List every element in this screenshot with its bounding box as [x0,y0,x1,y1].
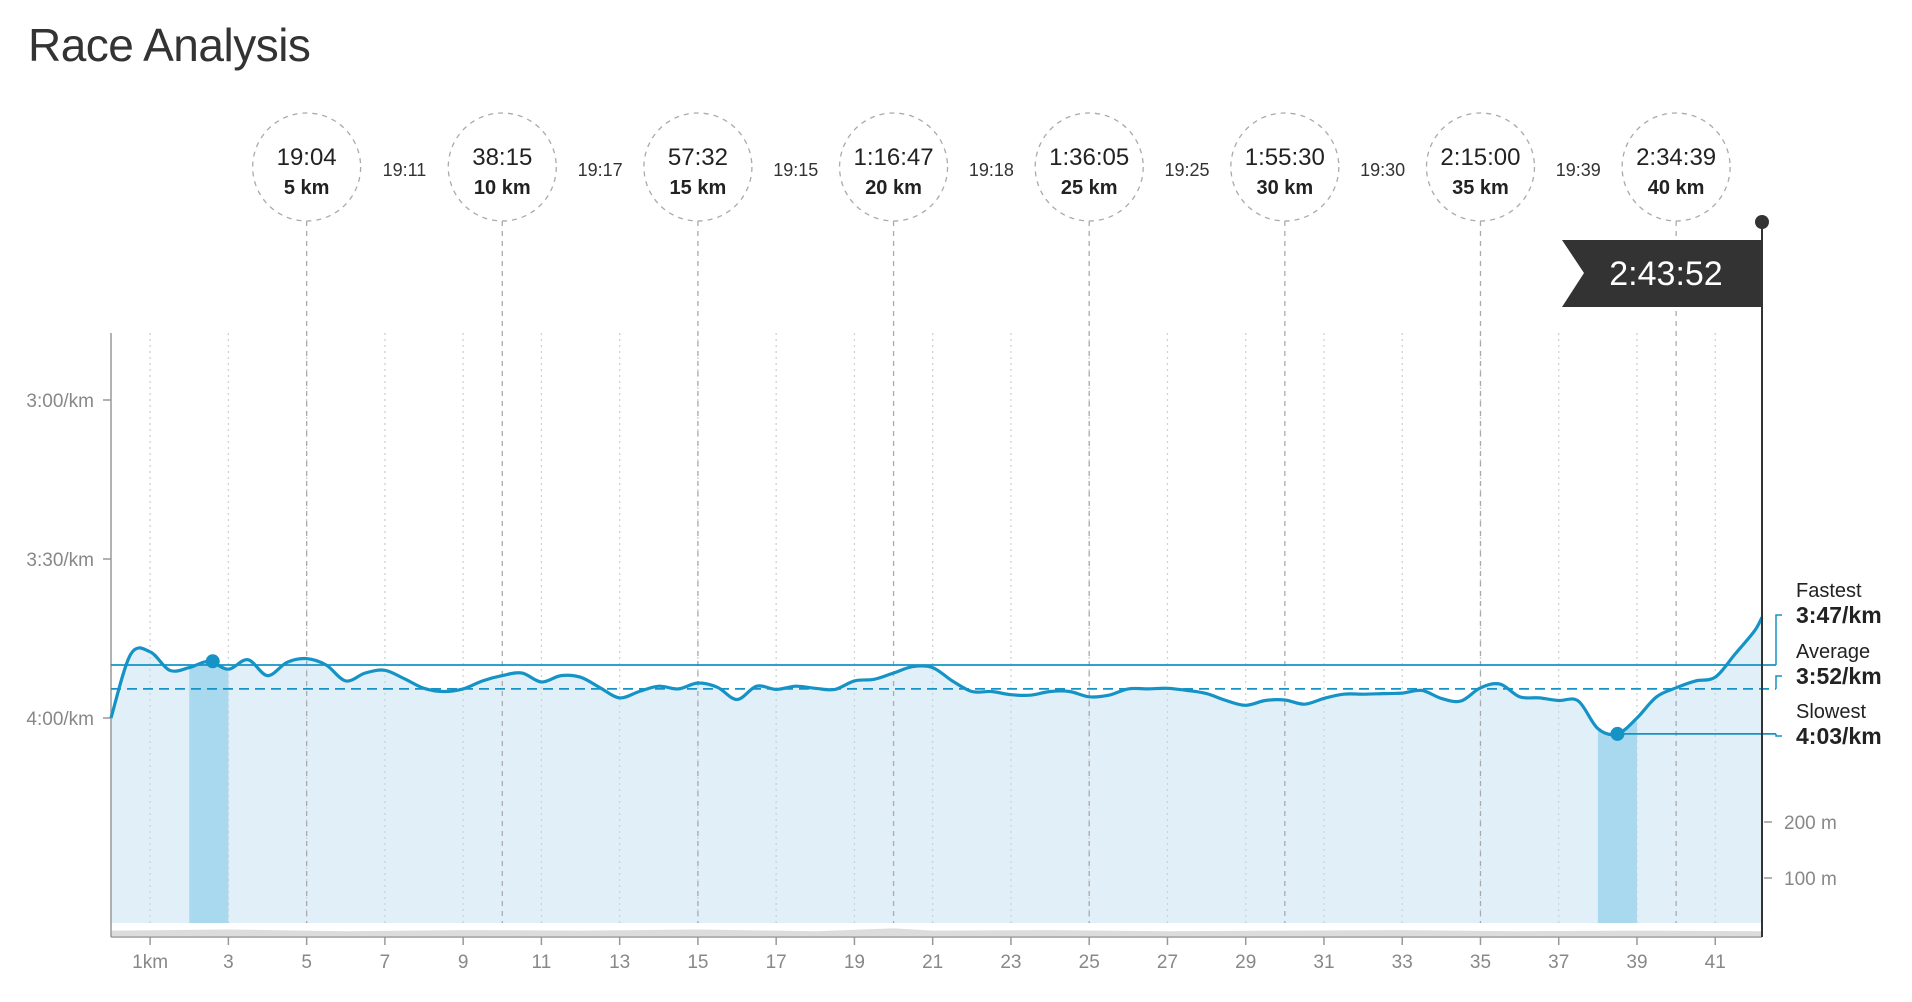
checkpoint-circle [643,112,753,222]
x-tick-label: 13 [609,952,630,973]
reference-label: Fastest [1796,580,1862,602]
reference-value: 3:47/km [1796,602,1882,628]
checkpoint-label: 35 km [1452,177,1509,199]
pace-area [111,617,1762,923]
x-tick-label: 29 [1235,952,1256,973]
pace-marker [205,654,220,669]
split-time: 19:11 [383,160,427,180]
checkpoint-time: 1:16:47 [854,144,934,171]
markers [205,654,1625,741]
checkpoint-label: 5 km [284,177,330,199]
checkpoint-circle [1621,112,1731,222]
finish-flag: 2:43:52 [1562,215,1769,937]
pace-line-path [109,616,1764,737]
checkpoint-circle [838,112,949,222]
checkpoint-label: 10 km [474,177,531,199]
elevation-tick-label: 100 m [1784,869,1837,890]
x-tick-label: 31 [1313,952,1334,973]
x-tick-label: 35 [1470,952,1491,973]
split-time: 19:18 [969,160,1014,180]
x-tick-label: 3 [223,952,234,973]
checkpoint-time: 38:15 [472,144,532,171]
reference-label: Average [1796,641,1870,663]
km-gridlines [149,333,1716,923]
x-tick-label: 11 [532,952,552,973]
elevation-tick-label: 200 m [1784,813,1837,834]
checkpoint-circle [1425,112,1536,222]
checkpoint-circle [251,112,362,222]
y-tick-label: 3:30/km [26,550,94,571]
page-title: Race Analysis [28,19,311,71]
x-tick-label: 15 [687,952,708,973]
x-tick-label: 23 [1000,952,1021,973]
reference-value: 3:52/km [1796,663,1882,689]
y-tick-label: 3:00/km [26,391,94,412]
x-tick-label: 39 [1626,952,1647,973]
split-time: 19:17 [578,160,623,180]
split-time: 19:39 [1556,160,1601,180]
x-tick-label: 27 [1157,952,1178,973]
highlight-band [189,617,229,923]
reference-connector [1775,614,1782,665]
checkpoint-label: 15 km [670,177,727,199]
checkpoint-time: 19:04 [277,144,337,171]
reference-connector [1775,675,1782,689]
x-tick-label: 25 [1079,952,1100,973]
checkpoint-circle [1230,112,1340,222]
x-tick-label: 9 [458,952,469,973]
checkpoint-label: 30 km [1256,177,1313,199]
elevation-fill [111,923,1762,936]
checkpoint-circle [1034,112,1144,222]
checkpoint-time: 1:36:05 [1049,144,1129,171]
x-tick-label: 41 [1705,952,1726,973]
checkpoint-time: 1:55:30 [1245,144,1325,171]
finish-flag-shape [1562,240,1762,307]
x-tick-label: 37 [1548,952,1569,973]
x-tick-label: 19 [844,952,865,973]
x-tick-label: 17 [766,952,787,973]
x-tick-label: 33 [1392,952,1413,973]
reference-value: 4:03/km [1796,723,1882,749]
y-tick-label: 4:00/km [26,709,94,730]
split-time: 19:30 [1360,160,1405,180]
pace-area-fill [111,617,1762,923]
x-tick-label: 1km [132,952,168,973]
finish-time: 2:43:52 [1609,255,1722,293]
finish-dot [1755,215,1769,229]
x-tick-label: 7 [380,952,391,973]
checkpoint-label: 20 km [865,177,922,199]
reference-label: Slowest [1796,701,1866,723]
checkpoint-time: 57:32 [668,144,728,171]
checkpoint-label: 40 km [1648,177,1705,199]
checkpoint-time: 2:34:39 [1636,144,1716,171]
x-tick-label: 5 [301,952,312,973]
checkpoint-time: 2:15:00 [1440,144,1520,171]
x-tick-label: 21 [922,952,943,973]
reference-connector [1775,733,1782,737]
split-time: 19:25 [1164,160,1209,180]
checkpoint-circle [447,112,557,222]
elevation-area [111,923,1762,936]
checkpoints: 19:04 5 km 38:15 10 km 57:32 15 km 1:16:47 20 k… [251,112,1731,923]
pace-line [109,616,1764,737]
split-time: 19:15 [773,160,818,180]
pace-marker [1610,726,1625,741]
checkpoint-label: 25 km [1061,177,1118,199]
